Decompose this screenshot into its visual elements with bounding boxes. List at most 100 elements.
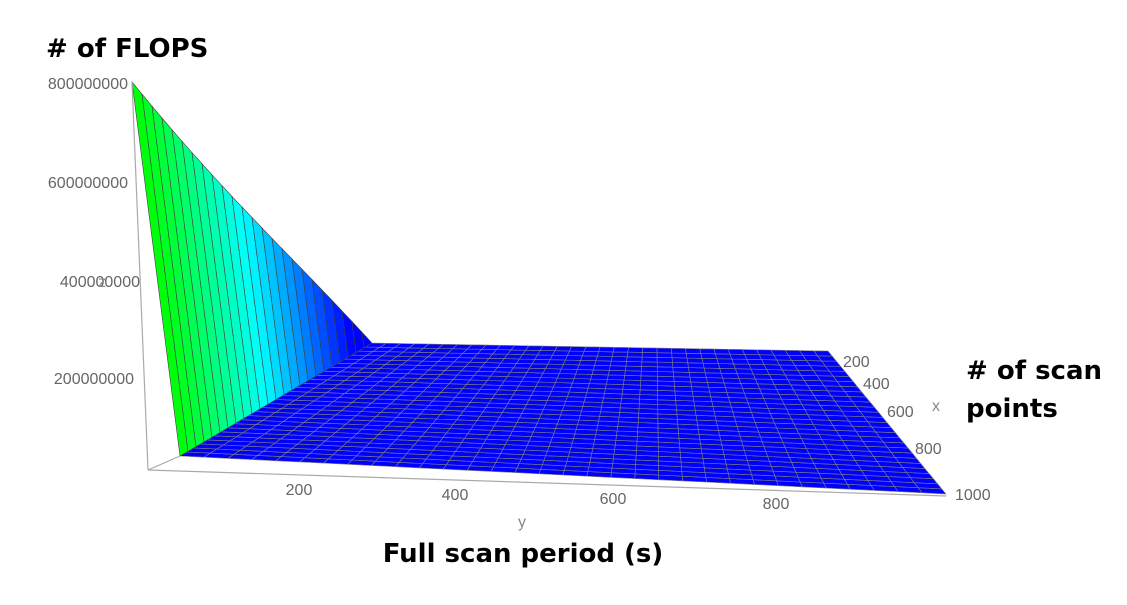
surface-floor-cell xyxy=(609,365,627,372)
surface-floor-cell xyxy=(882,441,909,449)
surface-floor-cell xyxy=(725,387,745,394)
surface-floor-cell xyxy=(894,456,922,464)
surface-floor-cell xyxy=(687,362,705,369)
surface-floor-cell xyxy=(703,367,722,374)
surface-floor-cell xyxy=(750,368,770,375)
surface-floor-cell xyxy=(685,348,702,354)
surface-floor-cell xyxy=(867,421,892,428)
y-axis-line xyxy=(147,469,947,497)
surface-floor-cell xyxy=(690,381,709,388)
surface-floor-cell xyxy=(759,388,780,395)
surface-floor-cell xyxy=(763,398,785,405)
surface-floor-cell xyxy=(534,354,553,361)
surface-floor-cell xyxy=(539,345,558,352)
surface-floor-cell xyxy=(571,378,592,384)
surface-floor-cell xyxy=(742,349,760,356)
surface-floor-cell xyxy=(554,345,572,352)
surface-floor-cell xyxy=(656,366,674,373)
surface-floor-cell xyxy=(859,411,884,418)
surface-floor-cell xyxy=(729,353,748,360)
surface-floor-cell xyxy=(625,365,642,372)
surface-floor-cell xyxy=(575,369,594,375)
surface-floor-cell xyxy=(518,381,539,387)
surface-floor-cell xyxy=(580,355,598,362)
x-axis-caption-line2: points xyxy=(966,394,1058,424)
z-tick-label: 800000000 xyxy=(48,76,128,93)
surface-floor-cell xyxy=(738,378,758,385)
z-tick-label: 600000000 xyxy=(48,175,128,192)
surface-floor-cell xyxy=(717,363,736,370)
x-tick-label: 200 xyxy=(843,354,870,371)
y-axis-letter: y xyxy=(518,514,526,531)
surface-floor-cell xyxy=(626,351,643,358)
surface-floor-cell xyxy=(552,350,570,356)
surface-floor-cell xyxy=(609,360,627,367)
surface-floor-cell xyxy=(748,363,768,370)
surface-floor-cell xyxy=(611,351,629,358)
y-tick-label: 200 xyxy=(286,482,313,499)
surface-floor-cell xyxy=(726,392,747,399)
surface-floor-cell xyxy=(886,446,913,454)
surface-floor-cell xyxy=(754,378,775,385)
surface-floor-cell xyxy=(878,436,905,444)
surface-floor-cell xyxy=(547,359,566,365)
surface-floor-cell xyxy=(594,360,612,367)
surface-floor-cell xyxy=(530,390,552,397)
surface-floor-cell xyxy=(567,350,585,357)
surface-floor-cell xyxy=(542,368,562,374)
surface-floor-cell xyxy=(625,361,643,367)
surface-floor-cell xyxy=(593,364,611,371)
surface-floor-cell xyxy=(606,379,625,385)
surface-floor-cell xyxy=(570,382,590,389)
surface-floor-cell xyxy=(512,363,533,369)
surface-floor-cell xyxy=(535,381,556,388)
surface-floor-cell xyxy=(691,391,712,398)
surface-floor-cell xyxy=(578,360,597,366)
z-tick-label: 400000000 xyxy=(60,274,140,291)
surface-floor-cell xyxy=(604,388,624,395)
surface-floor-cell xyxy=(533,386,554,392)
surface-floor-cell xyxy=(671,357,689,364)
surface-floor-cell xyxy=(641,361,658,368)
surface-floor-cell xyxy=(509,367,531,373)
surface-floor-cell xyxy=(549,354,568,361)
surface-floor-cell xyxy=(727,348,746,355)
surface-floor-cell xyxy=(500,380,522,387)
surface-floor-cell xyxy=(595,355,613,362)
surface-floor-cell xyxy=(640,370,658,377)
z-axis-caption: # of FLOPS xyxy=(46,34,208,64)
surface-floor-cell xyxy=(607,374,626,381)
surface-floor-cell xyxy=(588,378,608,385)
surface-floor-cell xyxy=(569,346,587,352)
surface-floor-cell xyxy=(701,358,719,364)
surface-floor-cell xyxy=(560,364,580,370)
surface-floor-cell xyxy=(623,379,642,386)
surface-floor-cell xyxy=(612,346,629,353)
z-tick-label: 200000000 xyxy=(54,371,134,388)
surface-floor-cell xyxy=(707,382,727,389)
surface-floor-cell xyxy=(506,371,528,378)
x-tick-label: 600 xyxy=(887,404,914,421)
surface-floor-cell xyxy=(688,367,706,374)
surface-floor-cell xyxy=(639,389,658,396)
surface-floor-cell xyxy=(656,347,673,354)
surface-floor-cell xyxy=(716,358,735,365)
surface-floor-cell xyxy=(568,387,589,394)
surface-floor-cell xyxy=(623,374,642,381)
surface-floor-cell xyxy=(526,367,546,374)
surface-floor-cell xyxy=(736,373,756,380)
surface-floor-cell xyxy=(686,357,704,364)
surface-floor-cell xyxy=(581,350,600,357)
surface-floor-cell xyxy=(486,375,508,382)
surface-floor-cell xyxy=(556,373,577,379)
surface-floor-cell xyxy=(672,366,690,373)
surface-floor-cell xyxy=(608,369,626,376)
surface-floor-cell xyxy=(605,383,624,390)
surface-floor-cell xyxy=(670,347,687,354)
surface-floor-cell xyxy=(691,386,711,393)
y-tick-label: 400 xyxy=(442,487,469,504)
surface-floor-cell xyxy=(656,371,675,378)
x-tick-label: 800 xyxy=(915,441,942,458)
surface-floor-cell xyxy=(863,416,888,423)
surface-floor-cell xyxy=(674,385,693,392)
